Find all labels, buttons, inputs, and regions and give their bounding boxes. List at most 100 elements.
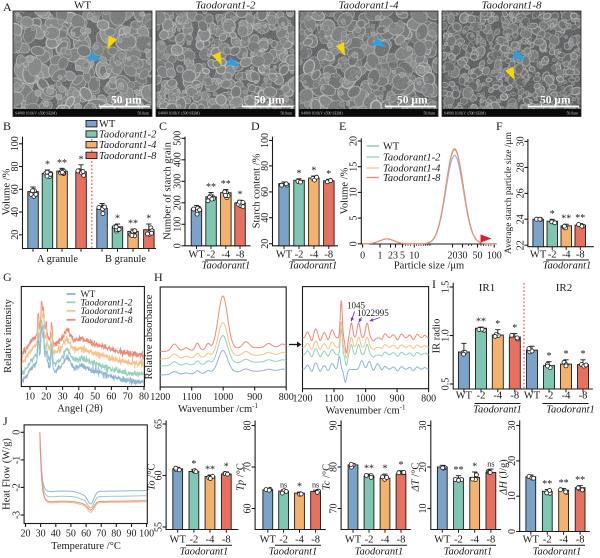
svg-text:10: 10 xyxy=(507,491,518,501)
svg-text:50.0um: 50.0um xyxy=(567,111,579,115)
svg-text:-2: -2 xyxy=(365,535,374,546)
svg-text:-8: -8 xyxy=(510,391,519,402)
svg-text:900: 900 xyxy=(247,392,262,403)
svg-text:55: 55 xyxy=(154,522,165,532)
svg-text:0: 0 xyxy=(12,430,23,435)
svg-text:50.0um: 50.0um xyxy=(424,111,436,115)
svg-text:Number of starch grain: Number of starch grain xyxy=(163,141,174,239)
svg-text:Taodorant1-2: Taodorant1-2 xyxy=(195,0,256,12)
svg-text:-8: -8 xyxy=(579,391,588,402)
svg-text:Taodorant1-8: Taodorant1-8 xyxy=(383,173,441,184)
svg-text:WT: WT xyxy=(530,250,547,261)
svg-text:**: ** xyxy=(575,475,585,486)
svg-text:WT: WT xyxy=(81,290,96,300)
svg-text:40: 40 xyxy=(74,392,84,403)
svg-text:50 μm: 50 μm xyxy=(254,94,285,106)
svg-text:30: 30 xyxy=(36,529,46,540)
svg-text:IR radio: IR radio xyxy=(432,319,443,354)
svg-text:**: ** xyxy=(454,465,464,476)
svg-text:0: 0 xyxy=(172,243,183,248)
svg-text:-4: -4 xyxy=(295,535,304,546)
svg-text:*: * xyxy=(311,166,316,177)
svg-text:ΔT /°C: ΔT /°C xyxy=(411,463,422,493)
svg-text:800: 800 xyxy=(279,392,294,403)
svg-text:80: 80 xyxy=(111,529,121,540)
svg-text:Taodorant1-8: Taodorant1-8 xyxy=(81,316,133,326)
svg-text:**: ** xyxy=(205,465,215,476)
svg-text:80: 80 xyxy=(139,392,149,403)
svg-text:S4800 10.0kV x500 SE(M): S4800 10.0kV x500 SE(M) xyxy=(158,111,200,115)
svg-text:-8: -8 xyxy=(222,535,231,546)
svg-text:C: C xyxy=(159,119,167,133)
svg-text:*: * xyxy=(297,168,302,179)
svg-text:10: 10 xyxy=(409,251,419,262)
svg-text:30: 30 xyxy=(418,421,429,431)
svg-text:80: 80 xyxy=(10,162,21,172)
svg-text:80: 80 xyxy=(260,161,271,171)
svg-text:WT: WT xyxy=(524,391,541,402)
svg-text:10: 10 xyxy=(349,187,360,197)
svg-text:1100: 1100 xyxy=(324,394,344,405)
svg-text:80: 80 xyxy=(243,421,254,431)
svg-text:S4800 10.0kV x500 SE(M): S4800 10.0kV x500 SE(M) xyxy=(444,111,486,115)
svg-text:50: 50 xyxy=(90,392,100,403)
svg-text:-2: -2 xyxy=(207,250,216,261)
svg-text:20: 20 xyxy=(448,251,458,262)
svg-text:1.5: 1.5 xyxy=(441,281,452,294)
svg-text:WT: WT xyxy=(74,0,91,12)
svg-text:*: * xyxy=(115,214,120,225)
svg-text:Volume /%: Volume /% xyxy=(340,167,351,214)
svg-text:Particle size /μm: Particle size /μm xyxy=(394,261,464,272)
svg-text:Taodorant1-2: Taodorant1-2 xyxy=(99,129,157,140)
svg-text:15: 15 xyxy=(349,162,360,172)
svg-text:20: 20 xyxy=(418,462,429,472)
svg-text:A granule: A granule xyxy=(37,254,78,265)
svg-text:*: * xyxy=(550,209,555,220)
svg-text:50 μm: 50 μm xyxy=(111,94,142,106)
svg-text:200: 200 xyxy=(172,195,183,210)
svg-text:40: 40 xyxy=(260,213,271,223)
svg-text:-2: -2 xyxy=(279,535,288,546)
svg-text:70: 70 xyxy=(243,462,254,472)
svg-text:24: 24 xyxy=(515,214,526,224)
svg-text:28: 28 xyxy=(515,162,526,172)
svg-text:**: ** xyxy=(575,213,585,224)
svg-text:-2: -2 xyxy=(12,483,23,491)
svg-text:50: 50 xyxy=(473,251,483,262)
svg-text:IR2: IR2 xyxy=(556,282,573,294)
svg-text:800: 800 xyxy=(421,394,436,405)
svg-text:H: H xyxy=(154,270,163,284)
svg-text:20: 20 xyxy=(10,230,21,240)
svg-text:*: * xyxy=(472,462,477,473)
svg-text:Taodorant1: Taodorant1 xyxy=(473,405,522,416)
svg-text:Angel (2θ): Angel (2θ) xyxy=(57,404,103,415)
svg-text:*: * xyxy=(383,464,388,475)
svg-text:WT: WT xyxy=(434,535,451,546)
svg-text:0: 0 xyxy=(507,529,518,534)
svg-text:70: 70 xyxy=(123,392,133,403)
svg-text:1000: 1000 xyxy=(213,392,233,403)
svg-text:80: 80 xyxy=(329,462,340,472)
svg-text:300: 300 xyxy=(172,174,183,189)
svg-text:To /°C: To /°C xyxy=(147,464,158,491)
svg-text:Taodorant1: Taodorant1 xyxy=(444,547,493,558)
svg-text:0: 0 xyxy=(360,251,365,262)
svg-text:-8: -8 xyxy=(324,250,333,261)
svg-text:26: 26 xyxy=(515,188,526,198)
svg-text:*: * xyxy=(191,459,196,470)
svg-text:1045: 1045 xyxy=(347,301,366,311)
svg-text:-4: -4 xyxy=(470,535,479,546)
svg-text:1: 1 xyxy=(378,251,383,262)
svg-text:-8: -8 xyxy=(487,535,496,546)
svg-text:70: 70 xyxy=(329,504,340,514)
svg-text:10: 10 xyxy=(25,392,35,403)
svg-text:30: 30 xyxy=(515,136,526,146)
svg-text:A: A xyxy=(3,0,12,14)
svg-text:60: 60 xyxy=(106,392,116,403)
svg-text:Tc /°C: Tc /°C xyxy=(322,464,333,490)
svg-text:ns: ns xyxy=(280,480,287,489)
svg-text:S4800 10.0kV x500 SE(M): S4800 10.0kV x500 SE(M) xyxy=(301,111,343,115)
svg-text:995: 995 xyxy=(375,308,389,318)
svg-text:30: 30 xyxy=(58,392,68,403)
svg-text:Taodorant1-2: Taodorant1-2 xyxy=(81,299,133,309)
